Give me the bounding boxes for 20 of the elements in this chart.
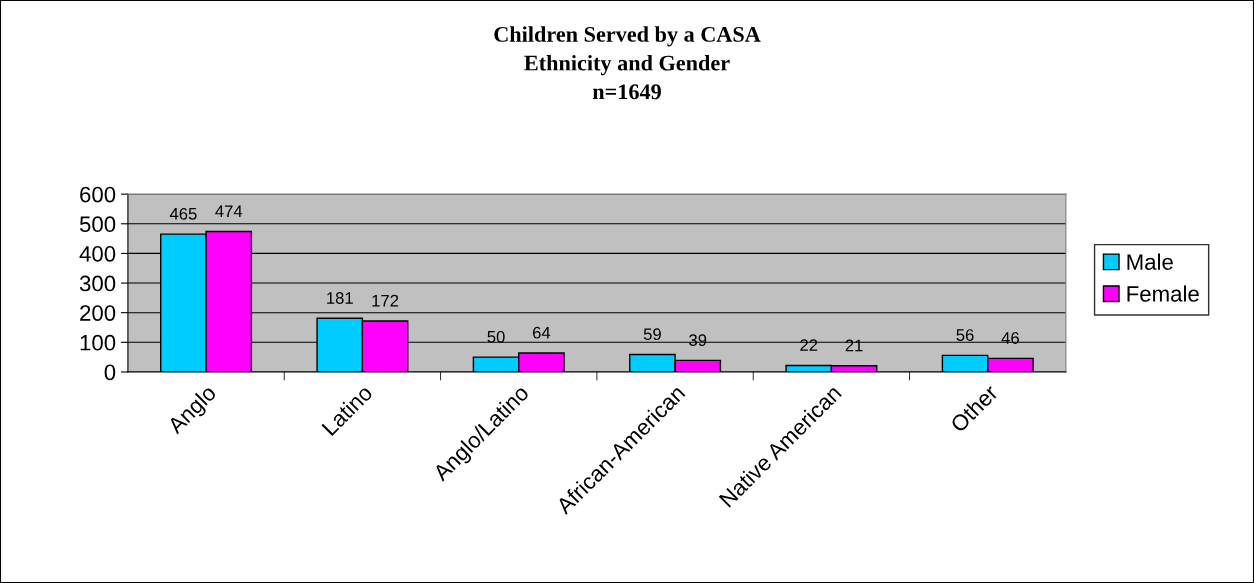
y-tick-label: 300 <box>79 275 116 292</box>
data-label: 172 <box>372 294 399 307</box>
data-label: 50 <box>487 330 505 343</box>
y-tick-label: 500 <box>79 216 116 233</box>
data-label: 64 <box>532 326 551 339</box>
data-label: 21 <box>845 339 863 352</box>
y-tick-label: 0 <box>104 364 116 381</box>
chart-title: Children Served by a CASA Ethnicity and Gender n=1649 <box>494 26 761 100</box>
data-label: 56 <box>956 329 974 341</box>
data-label: 181 <box>327 292 353 304</box>
data-label: 59 <box>643 328 661 341</box>
data-label: 46 <box>1001 332 1019 344</box>
data-label: 465 <box>169 207 197 220</box>
y-tick-label: 200 <box>80 305 116 321</box>
legend-label: Male <box>1127 253 1173 270</box>
legend-label: Female <box>1127 285 1199 302</box>
data-label: 474 <box>215 205 243 217</box>
y-tick-label: 100 <box>80 334 116 351</box>
y-tick-label: 600 <box>80 186 116 203</box>
y-tick-label: 400 <box>79 245 116 262</box>
